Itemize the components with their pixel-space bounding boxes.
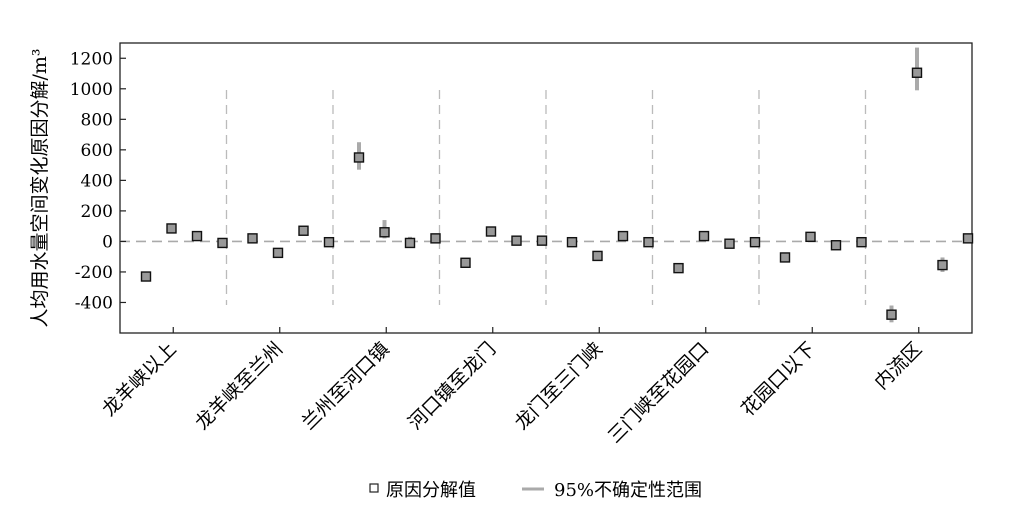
data-point xyxy=(511,235,522,246)
y-tick-label: -200 xyxy=(75,263,113,283)
data-point xyxy=(643,236,654,248)
y-tick-label: 1200 xyxy=(70,49,113,69)
x-category-label: 龙门至三门峡 xyxy=(511,338,607,434)
y-tick-label: 600 xyxy=(81,141,113,161)
data-point xyxy=(404,237,416,249)
data-point xyxy=(937,259,948,271)
data-point xyxy=(749,236,761,248)
data-point xyxy=(779,252,791,263)
y-tick-label: 1000 xyxy=(70,80,113,100)
data-point xyxy=(166,223,177,234)
data-point xyxy=(911,67,923,78)
data-point xyxy=(485,226,497,237)
data-point xyxy=(379,227,390,238)
data-point xyxy=(323,236,335,248)
data-point xyxy=(247,233,258,244)
y-tick-label: 400 xyxy=(81,171,113,191)
data-point xyxy=(460,257,471,268)
x-category-label: 内流区 xyxy=(870,338,926,394)
data-point xyxy=(217,237,228,249)
data-point xyxy=(592,250,603,262)
y-tick-label: 800 xyxy=(81,110,113,130)
data-point xyxy=(430,233,441,244)
data-point xyxy=(805,231,816,243)
y-tick-label: 0 xyxy=(102,232,113,252)
x-category-label: 花园口以下 xyxy=(737,338,820,421)
data-point xyxy=(830,240,842,251)
legend-label-point: 原因分解值 xyxy=(386,480,476,501)
data-point xyxy=(536,235,548,246)
x-category-label: 兰州至河口镇 xyxy=(298,338,394,434)
y-tick-label: -400 xyxy=(75,293,113,313)
legend-marker-point xyxy=(369,483,379,493)
data-point xyxy=(617,230,629,242)
data-point xyxy=(191,230,203,242)
plot-frame xyxy=(119,42,973,334)
data-point xyxy=(298,225,309,236)
data-point xyxy=(856,236,867,248)
data-point xyxy=(962,233,974,244)
data-point xyxy=(673,262,684,274)
x-category-label: 河口镇至龙门 xyxy=(404,338,500,434)
data-point xyxy=(140,271,152,282)
y-tick-label: 200 xyxy=(81,202,113,222)
data-point xyxy=(698,230,710,242)
data-point xyxy=(272,247,284,259)
data-point xyxy=(566,236,578,248)
x-category-label: 三门峡至花园口 xyxy=(604,338,714,448)
data-point xyxy=(724,238,735,249)
x-category-label: 龙羊峡至兰州 xyxy=(191,338,287,434)
data-point xyxy=(353,152,365,163)
x-category-label: 龙羊峡以上 xyxy=(98,338,181,421)
legend-label-range: 95%不确定性范围 xyxy=(554,480,702,501)
data-point xyxy=(886,309,897,320)
y-axis-label: 人均用水量空间变化原因分解/m³ xyxy=(29,48,51,327)
